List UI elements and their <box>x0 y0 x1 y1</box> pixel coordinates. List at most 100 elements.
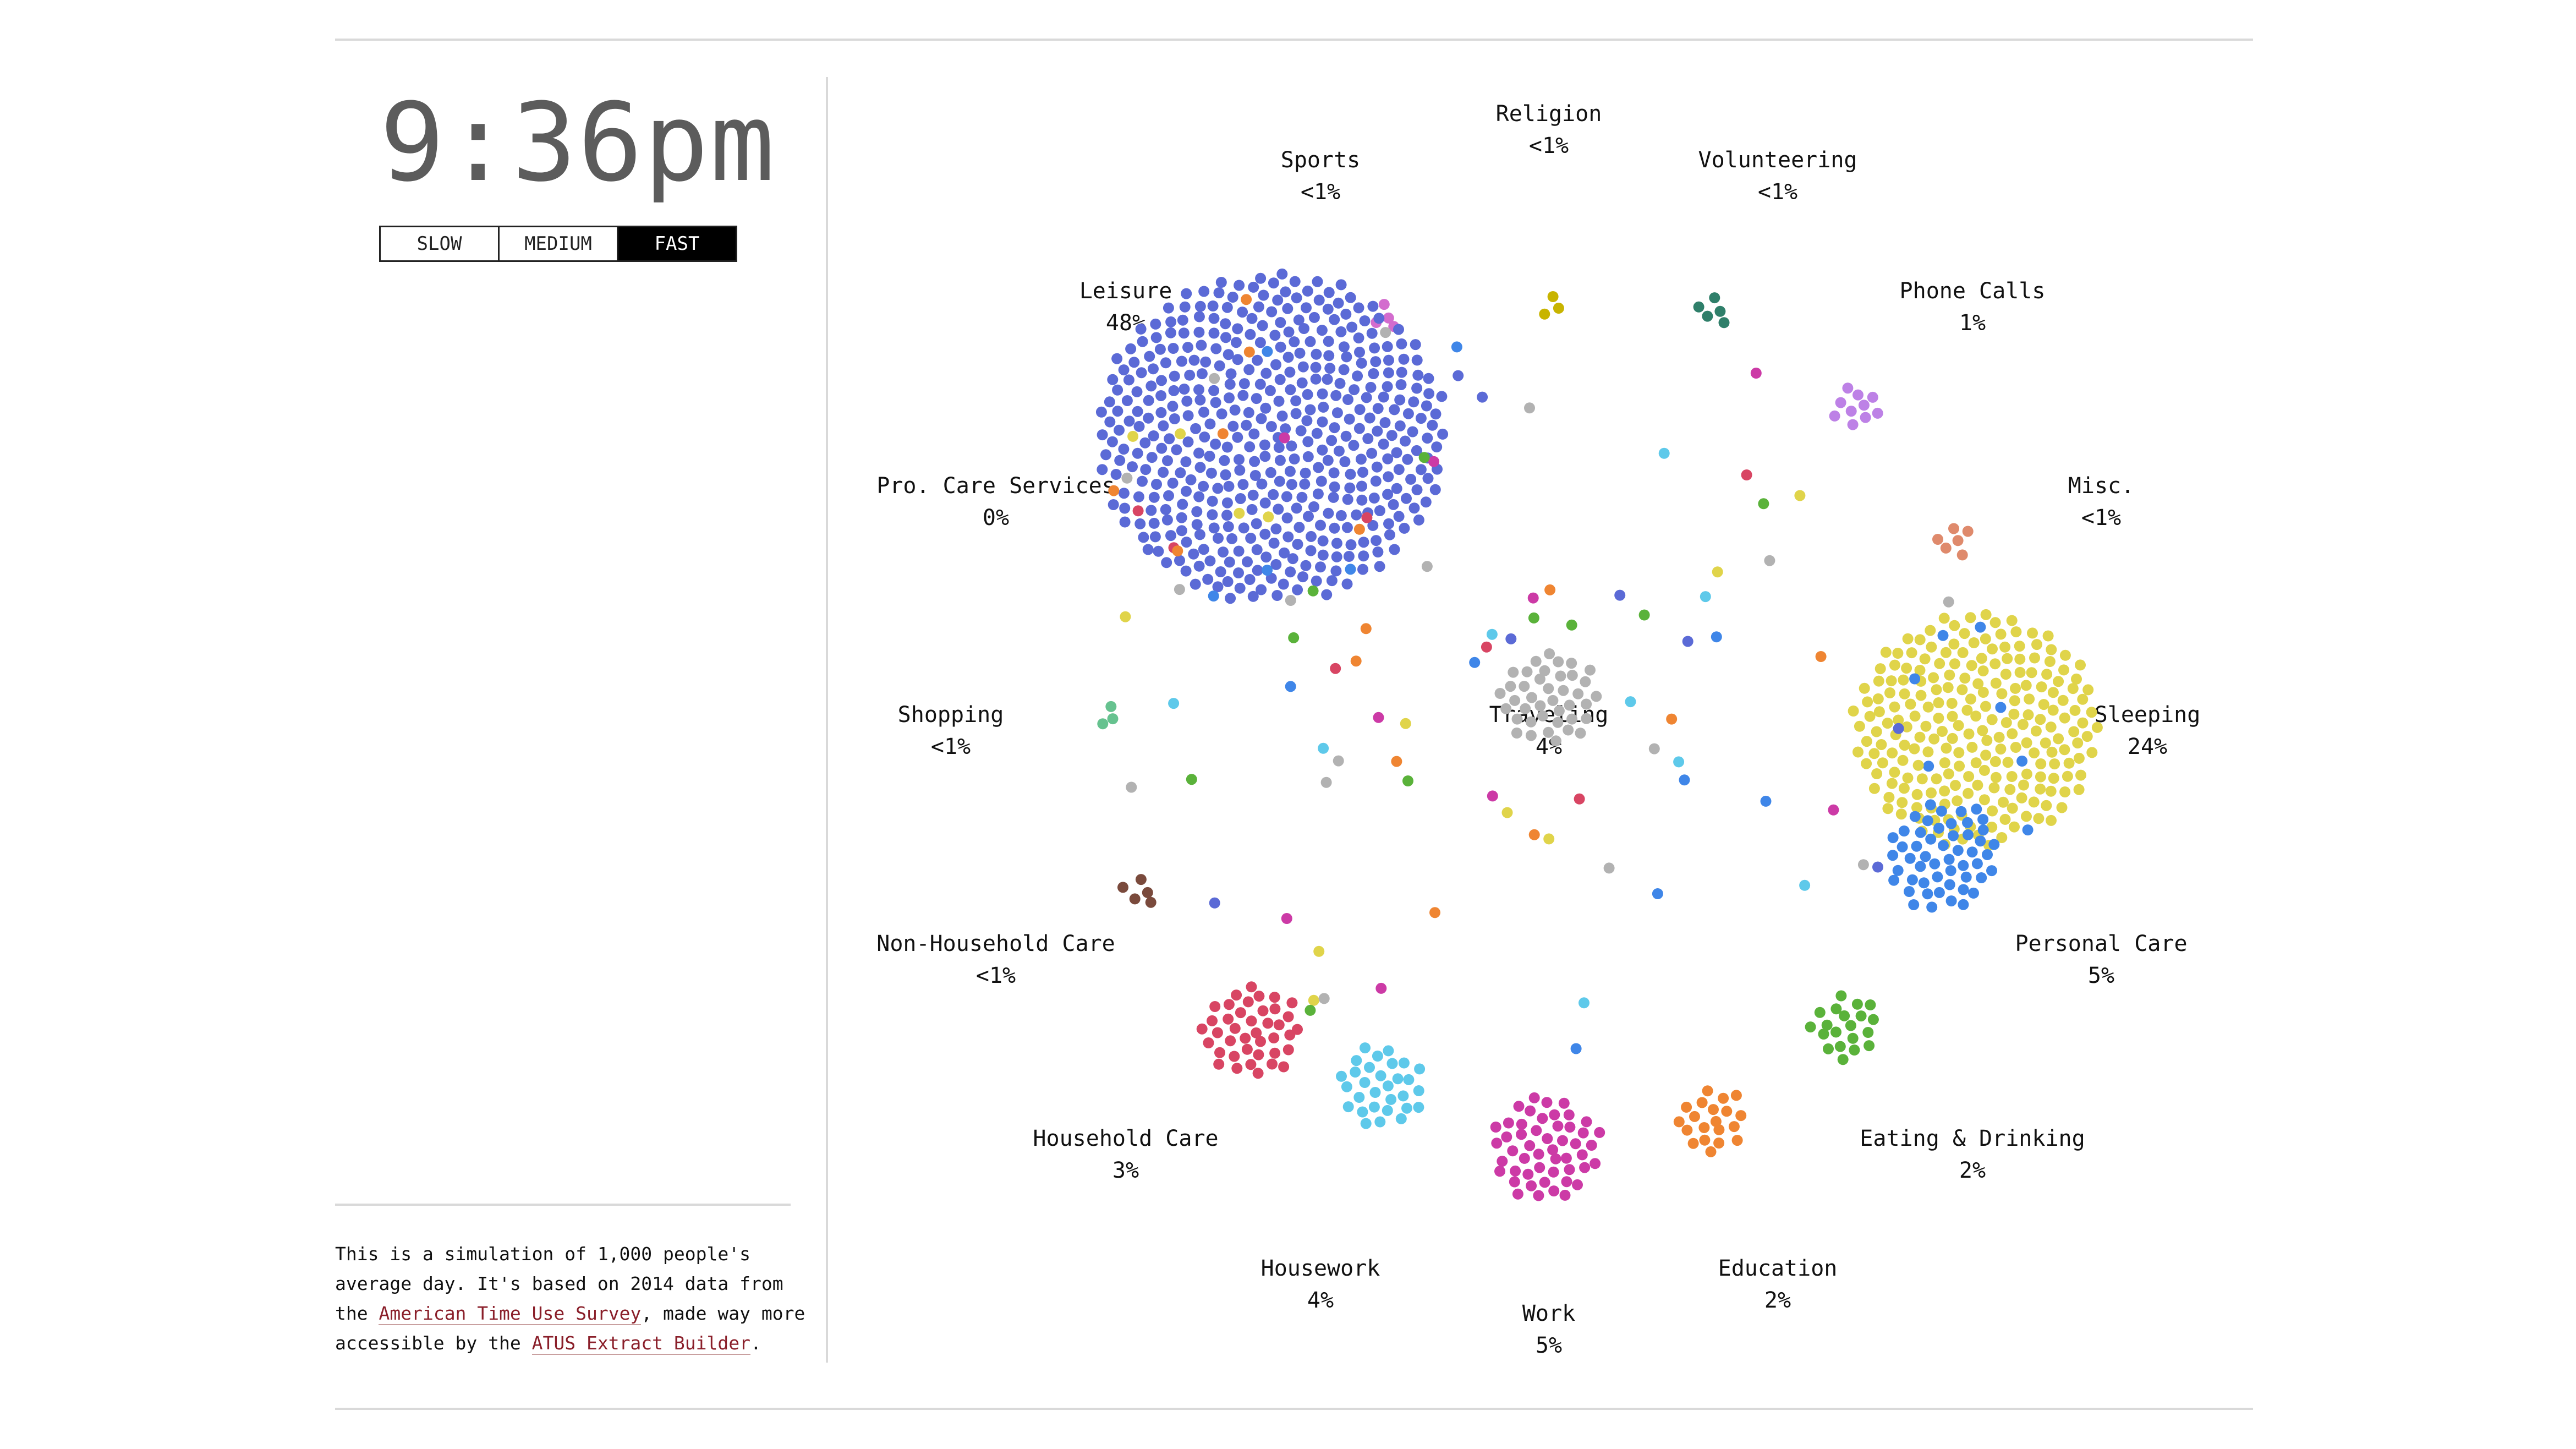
person-dot <box>1200 356 1212 368</box>
person-dot <box>1207 509 1218 521</box>
person-dot <box>1253 301 1264 313</box>
person-dot <box>1666 713 1678 725</box>
person-dot <box>2021 737 2032 748</box>
person-dot <box>1252 1068 1264 1079</box>
person-dot <box>1297 361 1309 373</box>
person-dot <box>1394 420 1406 431</box>
person-dot <box>1262 346 1273 357</box>
person-dot <box>1953 720 1964 731</box>
activity-name: Volunteering <box>1698 147 1857 173</box>
person-dot <box>1402 408 1414 419</box>
atus-link[interactable]: American Time Use Survey <box>379 1303 642 1325</box>
person-dot <box>1998 796 2009 808</box>
person-dot <box>1904 852 1916 864</box>
person-dot <box>1922 815 1933 827</box>
person-dot <box>1244 574 1256 585</box>
activity-name: Work <box>1522 1301 1576 1326</box>
person-dot <box>2024 693 2035 705</box>
person-dot <box>1700 591 1711 603</box>
person-dot <box>1533 1190 1544 1201</box>
label-work: Work 5% <box>1522 1298 1575 1361</box>
person-dot <box>1238 522 1249 534</box>
person-dot <box>1411 382 1423 394</box>
person-dot <box>1378 391 1389 403</box>
person-dot <box>1429 484 1441 495</box>
person-dot <box>1394 394 1406 406</box>
person-dot <box>1528 1092 1540 1103</box>
person-dot <box>1342 494 1353 505</box>
person-dot <box>1155 390 1167 401</box>
person-dot <box>1527 592 1539 604</box>
person-dot <box>1837 1054 1849 1065</box>
person-dot <box>1196 368 1208 380</box>
person-dot <box>1305 1004 1316 1016</box>
person-dot <box>1721 1106 1733 1117</box>
person-dot <box>1176 525 1187 537</box>
person-dot <box>1873 706 1885 718</box>
person-dot <box>2004 784 2016 795</box>
person-dot <box>1939 785 1950 797</box>
person-dot <box>1411 445 1422 456</box>
top-rule <box>335 39 2253 41</box>
person-dot <box>1131 386 1143 397</box>
person-dot <box>1191 519 1203 531</box>
person-dot <box>1981 735 1993 746</box>
person-dot <box>1361 392 1372 403</box>
person-dot <box>1648 743 1660 754</box>
activity-name: Phone Calls <box>1899 278 2046 304</box>
speed-fast-button[interactable]: FAST <box>618 227 736 260</box>
person-dot <box>1262 1018 1274 1029</box>
person-dot <box>1273 396 1285 407</box>
description-text: . <box>750 1332 761 1354</box>
person-dot <box>1369 342 1380 354</box>
person-dot <box>1526 1180 1537 1191</box>
person-dot <box>1437 428 1449 440</box>
person-dot <box>2063 757 2075 769</box>
person-dot <box>1360 623 1372 635</box>
person-dot <box>1882 803 1894 814</box>
person-dot <box>1952 845 1964 856</box>
person-dot <box>1367 520 1379 531</box>
person-dot <box>1326 575 1338 587</box>
person-dot <box>2010 626 2022 638</box>
person-dot <box>1539 308 1550 320</box>
person-dot <box>1916 825 1928 837</box>
person-dot <box>1942 682 1954 693</box>
person-dot <box>1555 670 1566 682</box>
person-dot <box>1316 325 1328 336</box>
person-dot <box>2057 695 2069 706</box>
person-dot <box>1728 1121 1740 1133</box>
speed-slow-button[interactable]: SLOW <box>381 227 500 260</box>
person-dot <box>1171 444 1182 456</box>
person-dot <box>1829 410 1840 422</box>
person-dot <box>1342 394 1353 405</box>
person-dot <box>1315 520 1326 531</box>
person-dot <box>1281 913 1292 924</box>
person-dot <box>1181 485 1192 497</box>
person-dot <box>1413 514 1424 526</box>
person-dot <box>1658 447 1670 459</box>
person-dot <box>1284 466 1296 477</box>
person-dot <box>1362 507 1374 518</box>
person-dot <box>2046 746 2058 758</box>
person-dot <box>1221 441 1233 453</box>
person-dot <box>1133 420 1145 432</box>
person-dot <box>1179 301 1191 313</box>
person-dot <box>2030 725 2042 737</box>
person-dot <box>1125 343 1137 354</box>
person-dot <box>1516 1118 1527 1130</box>
person-dot <box>2018 779 2029 791</box>
person-dot <box>2059 786 2071 797</box>
person-dot <box>1265 467 1276 478</box>
atus-extract-builder-link[interactable]: ATUS Extract Builder <box>531 1332 750 1355</box>
person-dot <box>1223 1013 1234 1025</box>
person-dot <box>1954 761 1965 772</box>
person-dot <box>1136 367 1147 379</box>
speed-medium-button[interactable]: MEDIUM <box>500 227 618 260</box>
person-dot <box>1958 884 1969 895</box>
person-dot <box>2000 669 2012 680</box>
person-dot <box>1952 795 1963 807</box>
person-dot <box>1233 545 1245 557</box>
person-dot <box>1114 424 1125 436</box>
person-dot <box>1205 467 1217 479</box>
